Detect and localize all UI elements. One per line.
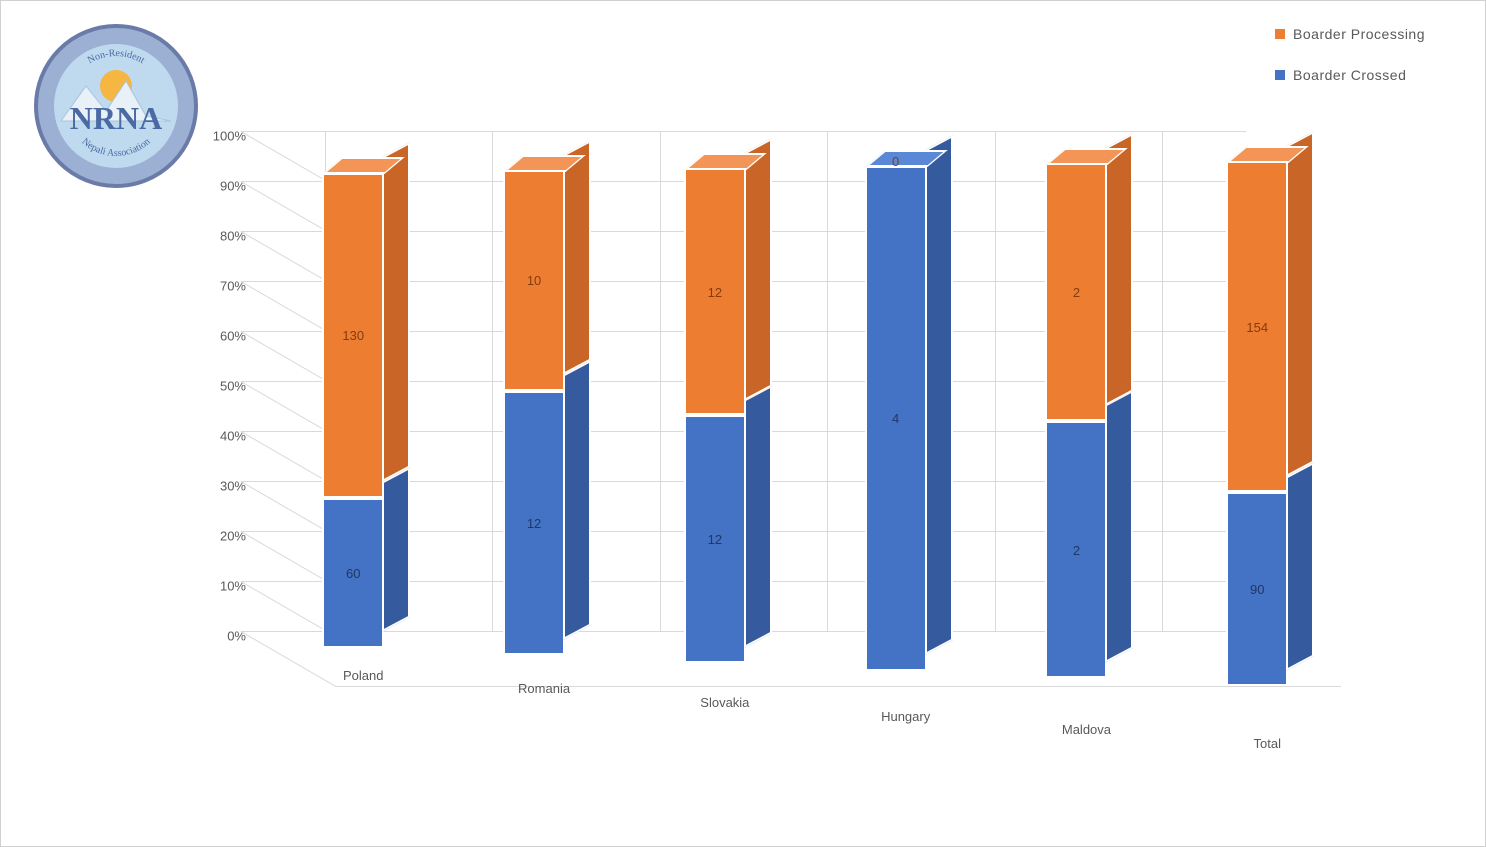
logo-text: NRNA: [70, 100, 162, 136]
data-label: 4: [866, 411, 926, 426]
bar-segment-side: [1105, 133, 1133, 405]
y-tick: 0%: [201, 629, 246, 644]
data-label: 2: [1046, 285, 1106, 300]
data-label: 2: [1046, 543, 1106, 558]
data-label: 90: [1227, 582, 1287, 597]
x-axis-label: Hungary: [881, 709, 930, 724]
bar-segment-side: [1286, 131, 1314, 477]
bar-segment-side: [382, 467, 410, 632]
y-tick: 60%: [201, 329, 246, 344]
x-axis-label: Total: [1254, 736, 1281, 751]
y-tick: 90%: [201, 179, 246, 194]
data-label: 12: [504, 516, 564, 531]
bar-segment-side: [925, 135, 953, 655]
y-axis: 0% 10% 20% 30% 40% 50% 60% 70% 80% 90% 100%: [201, 131, 246, 691]
floor-front-edge: [336, 686, 1341, 687]
x-axis-label: Poland: [343, 668, 383, 683]
legend: Boarder Processing Boarder Crossed: [1275, 26, 1425, 108]
legend-label-processing: Boarder Processing: [1293, 26, 1425, 42]
x-axis-label: Romania: [518, 681, 570, 696]
bar-segment-side: [744, 138, 772, 400]
y-tick: 50%: [201, 379, 246, 394]
bar-segment-side: [563, 360, 591, 639]
data-label: 154: [1227, 320, 1287, 335]
x-axis-label: Maldova: [1062, 722, 1111, 737]
y-tick: 20%: [201, 529, 246, 544]
bar-segment-side: [382, 142, 410, 482]
bar-segment-side: [1105, 391, 1133, 663]
legend-swatch-crossed: [1275, 70, 1285, 80]
data-label: 10: [504, 273, 564, 288]
bar-segment-side: [1286, 462, 1314, 671]
grid-line: [241, 131, 1246, 132]
legend-label-crossed: Boarder Crossed: [1293, 67, 1406, 83]
legend-swatch-processing: [1275, 29, 1285, 39]
bar-segment-side: [744, 385, 772, 647]
legend-item-crossed: Boarder Crossed: [1275, 67, 1425, 83]
data-label: 12: [685, 532, 745, 547]
legend-item-processing: Boarder Processing: [1275, 26, 1425, 42]
data-label: 60: [323, 566, 383, 581]
plot-area: 60130Poland1210Romania1212Slovakia40Hung…: [241, 131, 1341, 691]
y-tick: 10%: [201, 579, 246, 594]
data-label: 130: [323, 328, 383, 343]
y-tick: 70%: [201, 279, 246, 294]
data-label: 0: [866, 154, 926, 169]
chart-container: NRNA Non-Resident Nepali Association Boa…: [0, 0, 1486, 847]
y-tick: 100%: [201, 129, 246, 144]
x-axis-label: Slovakia: [700, 695, 749, 710]
y-tick: 30%: [201, 479, 246, 494]
y-tick: 80%: [201, 229, 246, 244]
nrna-logo: NRNA Non-Resident Nepali Association: [31, 21, 201, 191]
y-tick: 40%: [201, 429, 246, 444]
data-label: 12: [685, 285, 745, 300]
bar-segment-side: [563, 140, 591, 375]
